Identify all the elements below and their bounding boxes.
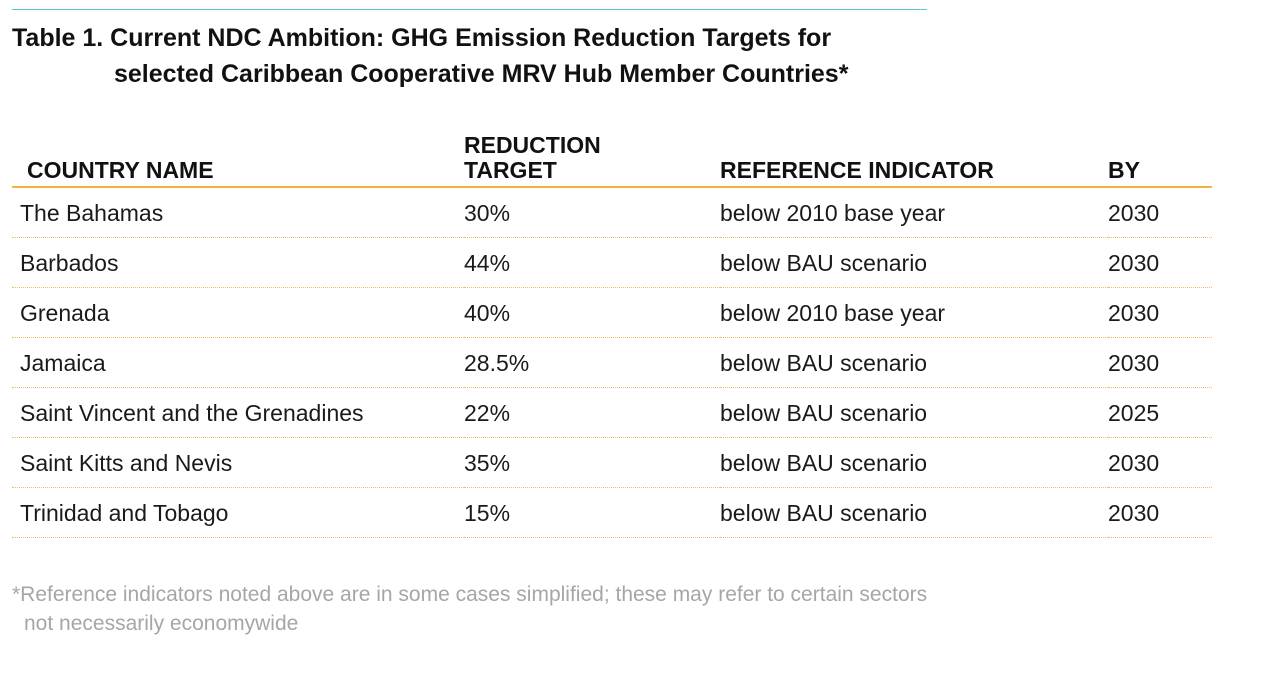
cell-country: Jamaica [12,337,464,388]
cell-country: Saint Vincent and the Grenadines [12,387,464,438]
cell-target: 15% [464,487,720,538]
top-rule [12,9,927,10]
cell-reference: below BAU scenario [720,237,1108,288]
table-row: Saint Kitts and Nevis 35% below BAU scen… [12,437,1212,488]
table-row: Saint Vincent and the Grenadines 22% bel… [12,387,1212,438]
cell-country: Grenada [12,287,464,338]
table-title: Table 1. Current NDC Ambition: GHG Emiss… [12,20,848,92]
header-reduction-target-line1: REDUCTION [464,132,601,158]
cell-by: 2025 [1108,387,1212,438]
table-row: The Bahamas 30% below 2010 base year 203… [12,187,1212,238]
cell-by: 2030 [1108,437,1212,488]
footnote-line2: not necessarily economywide [24,612,299,635]
table-row: Jamaica 28.5% below BAU scenario 2030 [12,337,1212,388]
table-title-line1: Table 1. Current NDC Ambition: GHG Emiss… [12,24,832,52]
cell-country: The Bahamas [12,187,464,238]
cell-reference: below 2010 base year [720,287,1108,338]
cell-target: 30% [464,187,720,238]
cell-target: 44% [464,237,720,288]
cell-by: 2030 [1108,237,1212,288]
cell-country: Barbados [12,237,464,288]
cell-country: Trinidad and Tobago [12,487,464,538]
ndc-targets-table: COUNTRY NAME REDUCTION TARGET REFERENCE … [12,128,1212,538]
cell-by: 2030 [1108,337,1212,388]
table-row: Trinidad and Tobago 15% below BAU scenar… [12,487,1212,538]
table-row: Barbados 44% below BAU scenario 2030 [12,237,1212,288]
cell-reference: below 2010 base year [720,187,1108,238]
targets-table: COUNTRY NAME REDUCTION TARGET REFERENCE … [12,128,1212,538]
header-reduction-target: REDUCTION TARGET [464,128,720,188]
cell-reference: below BAU scenario [720,487,1108,538]
cell-target: 22% [464,387,720,438]
cell-reference: below BAU scenario [720,437,1108,488]
header-country: COUNTRY NAME [12,128,464,188]
table-title-line2: selected Caribbean Cooperative MRV Hub M… [114,60,849,88]
header-by: BY [1108,128,1212,188]
cell-target: 35% [464,437,720,488]
header-reference-indicator: REFERENCE INDICATOR [720,128,1108,188]
cell-by: 2030 [1108,187,1212,238]
cell-country: Saint Kitts and Nevis [12,437,464,488]
cell-by: 2030 [1108,487,1212,538]
cell-by: 2030 [1108,287,1212,338]
cell-reference: below BAU scenario [720,337,1108,388]
table-row: Grenada 40% below 2010 base year 2030 [12,287,1212,338]
table-header-row: COUNTRY NAME REDUCTION TARGET REFERENCE … [12,128,1212,188]
cell-reference: below BAU scenario [720,387,1108,438]
footnote: *Reference indicators noted above are in… [12,580,1112,638]
footnote-line1: *Reference indicators noted above are in… [12,583,928,606]
header-reduction-target-line2: TARGET [464,157,557,183]
cell-target: 28.5% [464,337,720,388]
cell-target: 40% [464,287,720,338]
